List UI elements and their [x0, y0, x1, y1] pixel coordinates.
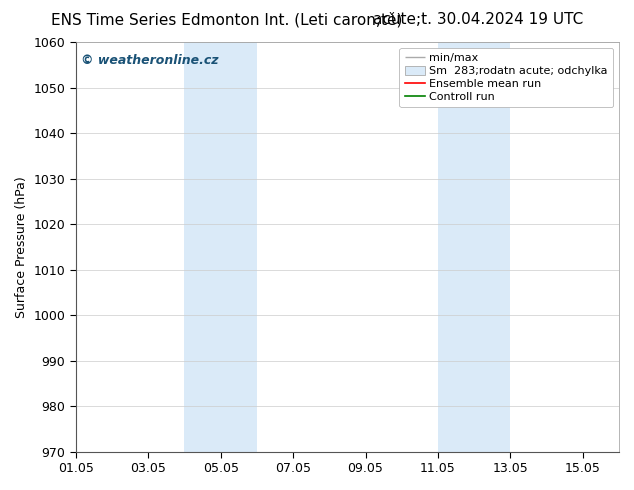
Text: © weatheronline.cz: © weatheronline.cz — [81, 54, 219, 67]
Bar — [184, 42, 257, 452]
Y-axis label: Surface Pressure (hPa): Surface Pressure (hPa) — [15, 176, 28, 318]
Legend: min/max, Sm  283;rodatn acute; odchylka, Ensemble mean run, Controll run: min/max, Sm 283;rodatn acute; odchylka, … — [399, 48, 614, 107]
Bar — [438, 42, 510, 452]
Text: ENS Time Series Edmonton Int. (Leti caron;tě): ENS Time Series Edmonton Int. (Leti caro… — [51, 12, 402, 28]
Text: acute;t. 30.04.2024 19 UTC: acute;t. 30.04.2024 19 UTC — [373, 12, 583, 27]
